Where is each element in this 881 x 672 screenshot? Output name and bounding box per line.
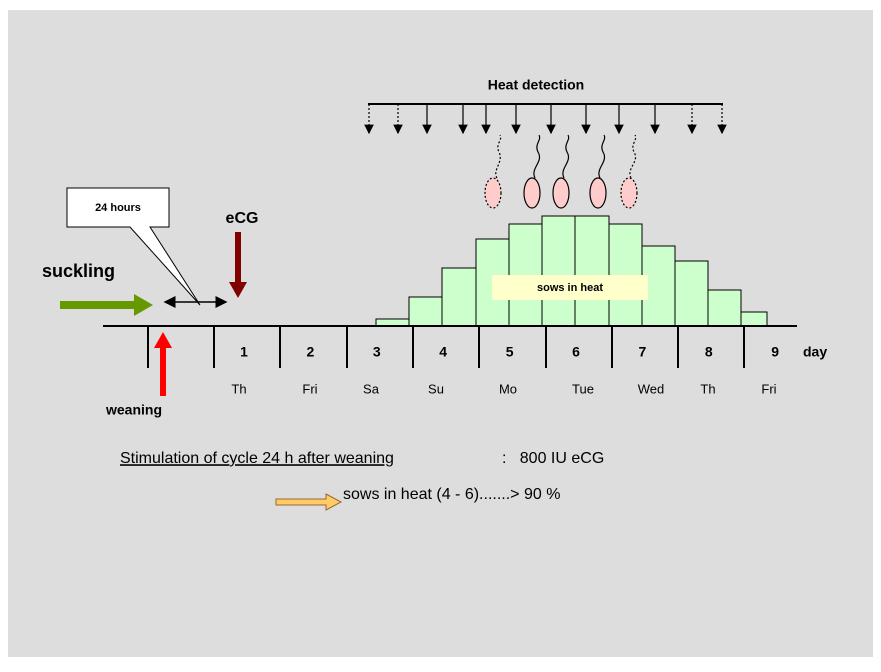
weekday-label: Mo [499,381,517,396]
day-unit: day [803,344,827,360]
heat-detection-title: Heat detection [488,77,584,93]
weekday-label: Th [700,381,715,396]
result-text: sows in heat (4 - 6).......> 90 % [343,486,560,503]
background [8,10,873,657]
day-ticks [147,326,745,368]
day-label: 8 [705,344,713,360]
suckling-arrow [60,294,153,316]
weaning-label: weaning [105,402,162,418]
day-label: 6 [572,344,580,360]
sperm-icons [484,134,638,209]
note-rest: : 800 IU eCG [502,450,604,467]
weaning-arrow [154,332,172,396]
result-arrow [275,493,343,511]
detection-arrows [364,104,727,135]
weekday-label: Wed [638,381,665,396]
callout-text: 24 hours [95,202,141,214]
callout-fill [68,189,168,226]
ecg-arrow [229,232,247,298]
weekday-label: Tue [572,381,594,396]
bar-label: sows in heat [537,282,603,294]
weekday-label: Fri [761,381,776,396]
day-label: 2 [307,344,315,360]
bar-label-box [492,275,648,300]
note-underlined: Stimulation of cycle 24 h after weaning [120,450,394,467]
suckling-label: suckling [42,261,115,281]
day-label: 1 [240,344,248,360]
day-label: 5 [506,344,514,360]
day-label: 4 [439,344,447,360]
weekday-label: Fri [302,381,317,396]
day-label: 9 [771,344,779,360]
weekday-label: Su [428,381,444,396]
day-label: 7 [639,344,647,360]
weekday-label: Sa [363,381,380,396]
weekday-label: Th [231,381,246,396]
day-label: 3 [373,344,381,360]
ecg-label: eCG [226,210,259,227]
